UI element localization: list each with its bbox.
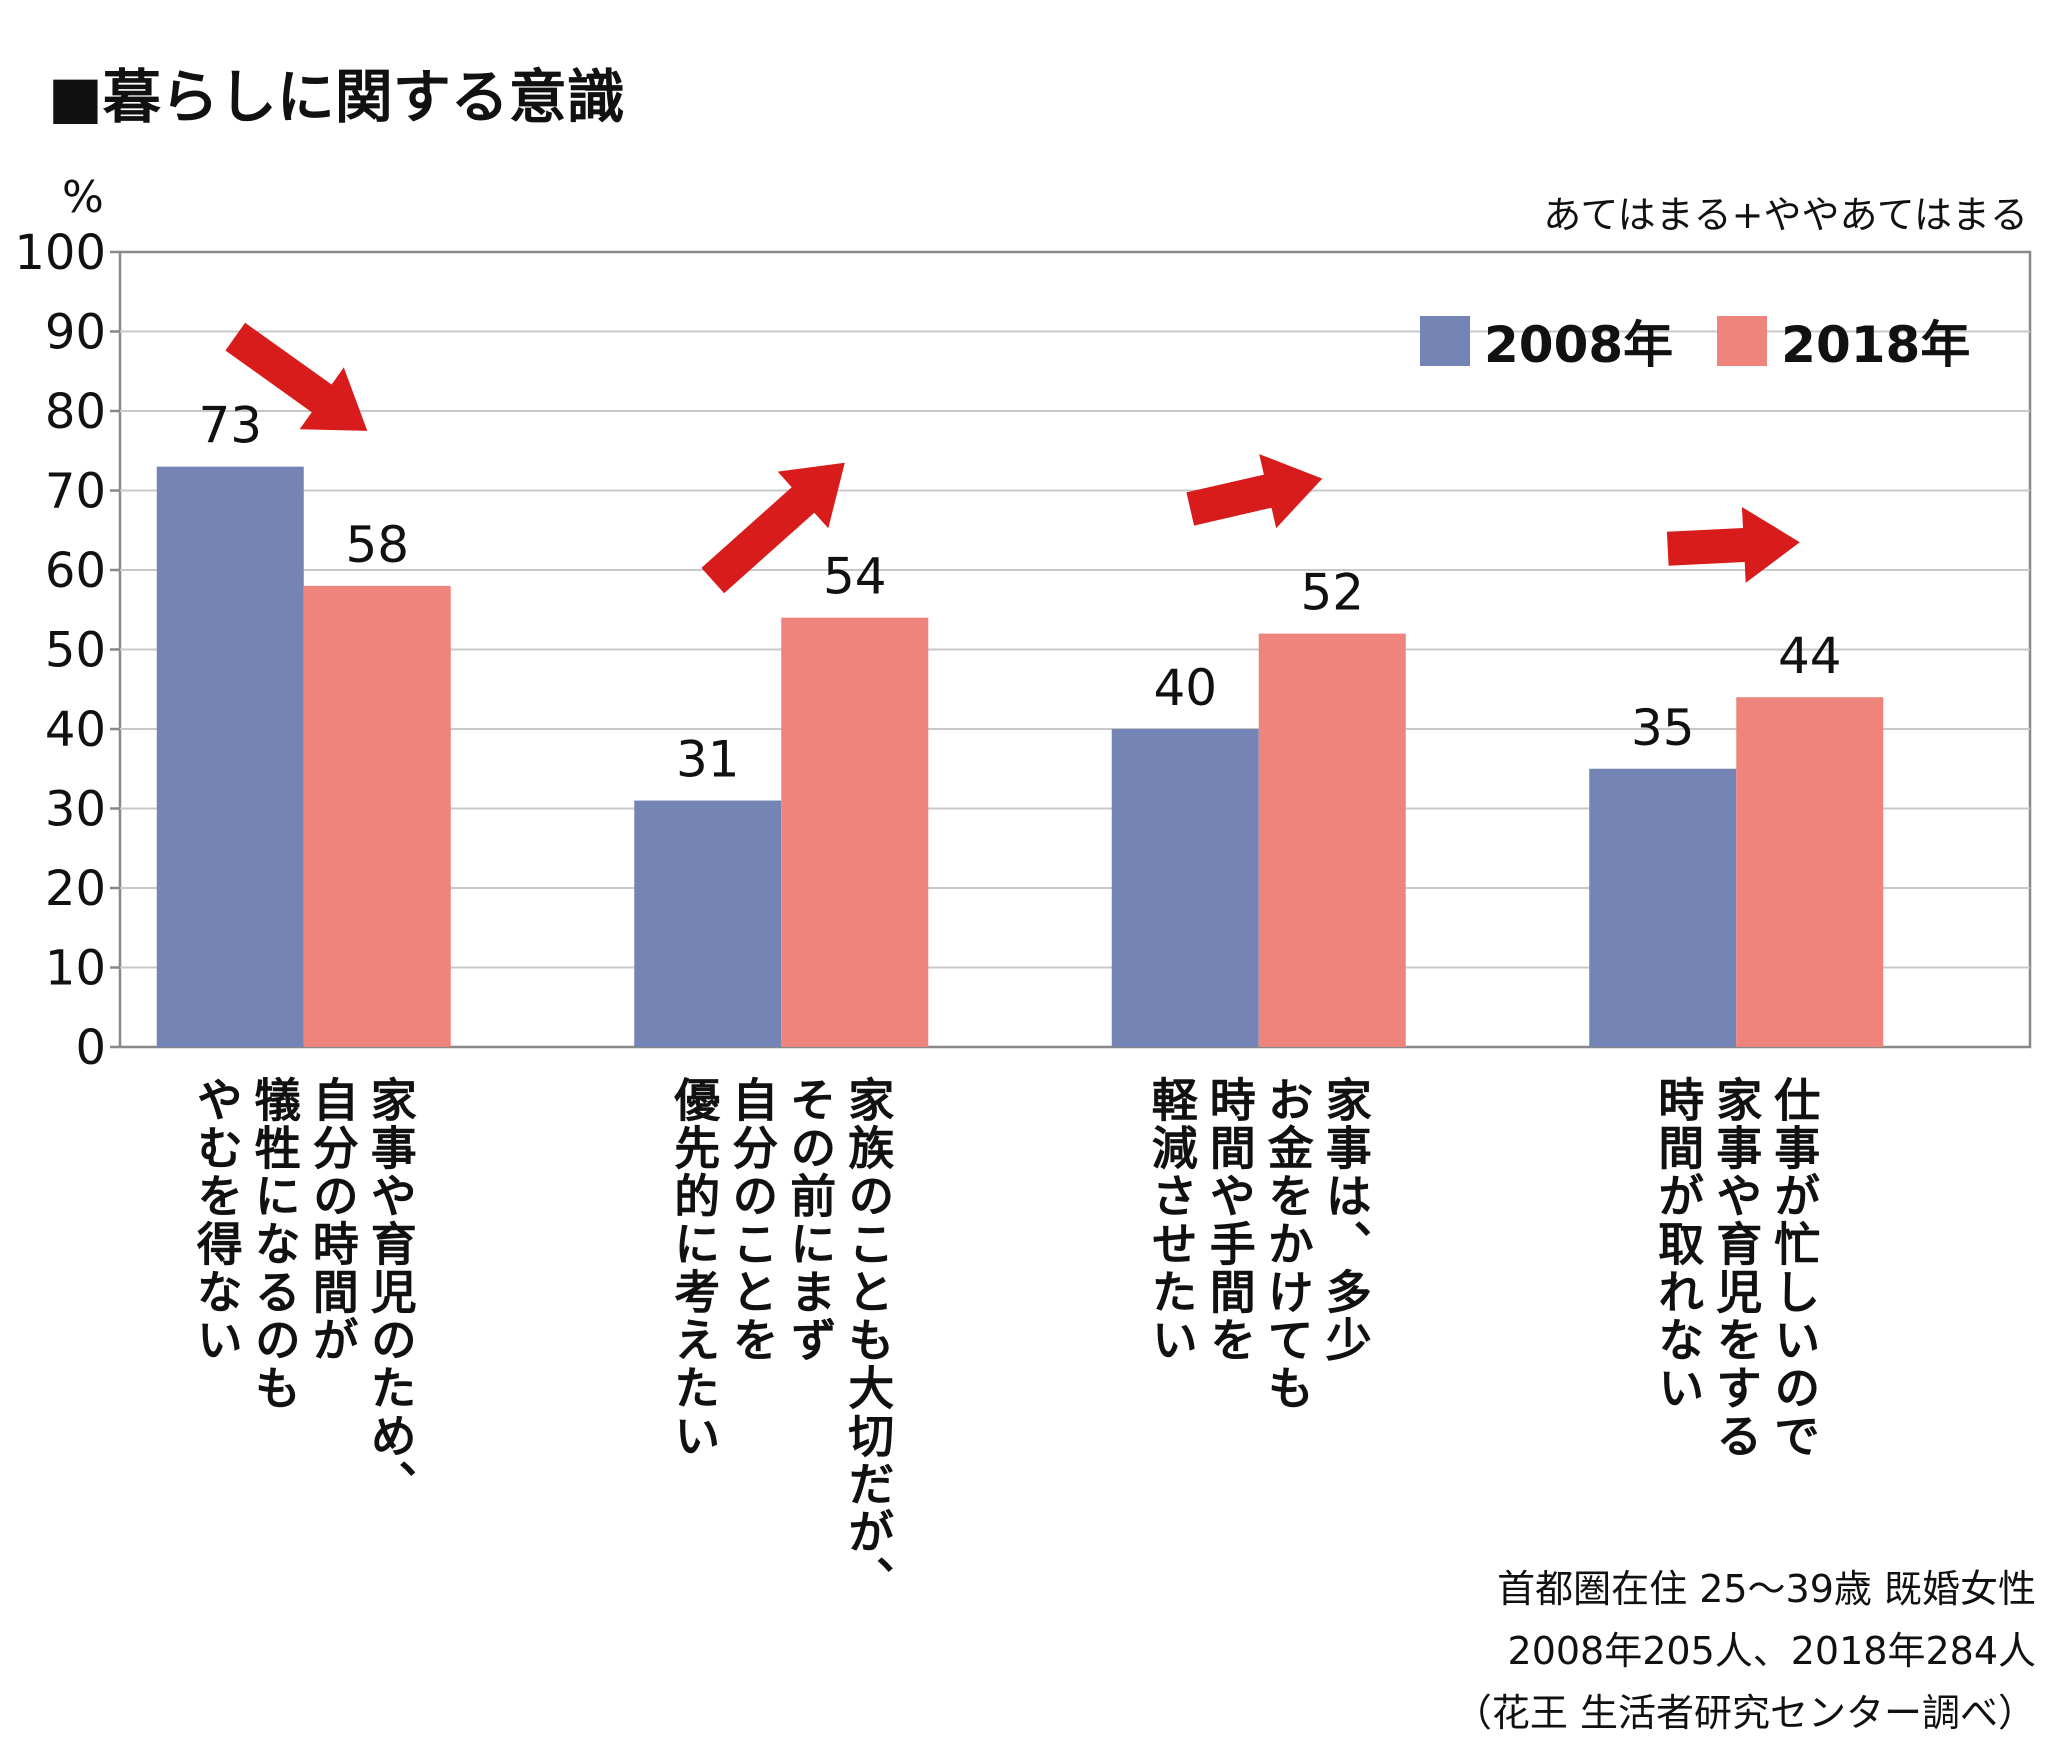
- category-label: 家事は、多少 お金をかけても 時間や手間を 軽減させたい: [1143, 1076, 1375, 1412]
- source-note: 首都圏在住 25〜39歳 既婚女性 2008年205人、2018年284人 （花…: [1454, 1558, 2036, 1744]
- bar-2018: [781, 617, 929, 1047]
- category-label-line: 家族のことも大切だが、: [841, 1076, 896, 1604]
- category-label-line: 家事や育児のため、: [363, 1076, 418, 1508]
- category-label-line: 優先的に考えたい: [667, 1076, 722, 1460]
- category-label-line: やむを得ない: [189, 1076, 244, 1364]
- source-line: 首都圏在住 25〜39歳 既婚女性: [1497, 1567, 2036, 1611]
- category-label-line: お金をかけても: [1260, 1076, 1315, 1412]
- data-label: 44: [1778, 627, 1842, 685]
- y-tick-label: 100: [14, 225, 106, 281]
- bar-2018: [1258, 633, 1406, 1047]
- legend-label-2008: 2008年: [1484, 316, 1674, 374]
- category-label-line: 仕事が忙しいので: [1767, 1076, 1822, 1460]
- trend-arrow-up: [1186, 454, 1323, 529]
- category-label-line: 時間が取れない: [1651, 1076, 1706, 1412]
- y-tick-label: 90: [45, 305, 106, 361]
- category-label-line: 軽減させたい: [1144, 1076, 1199, 1364]
- y-axis-unit: %: [62, 172, 104, 223]
- trend-arrow-down: [225, 322, 368, 431]
- category-label: 家事や育児のため、 自分の時間が 犠牲になるのも やむを得ない: [188, 1076, 420, 1508]
- category-label: 仕事が忙しいので 家事や育児をする 時間が取れない: [1649, 1076, 1823, 1460]
- data-label: 54: [823, 548, 887, 606]
- bar-2008: [1111, 729, 1259, 1047]
- data-label: 35: [1631, 699, 1695, 757]
- bar-2008: [156, 466, 304, 1047]
- data-label: 73: [198, 397, 262, 455]
- y-tick-label: 20: [45, 861, 106, 917]
- chart-title: ■暮らしに関する意識: [48, 63, 625, 131]
- chart-subnote: あてはまる+ややあてはまる: [1543, 193, 2028, 237]
- legend-swatch-2008: [1420, 316, 1470, 366]
- trend-arrow-up: [701, 462, 845, 594]
- y-tick-label: 80: [45, 384, 106, 440]
- category-label-line: 家事は、多少: [1318, 1076, 1373, 1364]
- y-tick-label: 0: [75, 1020, 106, 1076]
- trend-arrow-up: [1666, 507, 1800, 583]
- data-label: 31: [676, 731, 740, 789]
- bar-2018: [1736, 697, 1884, 1047]
- source-line: （花王 生活者研究センター調べ）: [1453, 1691, 2036, 1735]
- category-label-line: 自分の時間が: [305, 1076, 360, 1364]
- y-tick-label: 40: [45, 702, 106, 758]
- data-label: 40: [1153, 659, 1217, 717]
- legend-item-2018: 2018年: [1717, 305, 1970, 377]
- data-label: 52: [1300, 564, 1364, 622]
- bar-2008: [634, 800, 782, 1047]
- legend-label-2018: 2018年: [1781, 316, 1971, 374]
- y-tick-label: 70: [45, 464, 106, 520]
- source-line: 2008年205人、2018年284人: [1507, 1629, 2036, 1673]
- y-tick-label: 10: [45, 941, 106, 997]
- category-label-line: 犠牲になるのも: [247, 1076, 302, 1412]
- category-label-line: その前にまず: [783, 1076, 838, 1364]
- bar-2008: [1589, 768, 1737, 1047]
- legend: 2008年 2018年: [1420, 305, 2014, 377]
- category-label-line: 時間や手間を: [1202, 1076, 1257, 1364]
- legend-item-2008: 2008年: [1420, 305, 1673, 377]
- y-tick-label: 50: [45, 623, 106, 679]
- bar-2018: [303, 585, 451, 1047]
- category-label-line: 自分のことを: [725, 1076, 780, 1364]
- category-label-line: 家事や育児をする: [1709, 1076, 1764, 1460]
- legend-swatch-2018: [1717, 316, 1768, 366]
- data-label: 58: [345, 516, 409, 574]
- y-tick-label: 30: [45, 782, 106, 838]
- category-label: 家族のことも大切だが、 その前にまず 自分のことを 優先的に考えたい: [665, 1076, 897, 1604]
- y-tick-label: 60: [45, 543, 106, 599]
